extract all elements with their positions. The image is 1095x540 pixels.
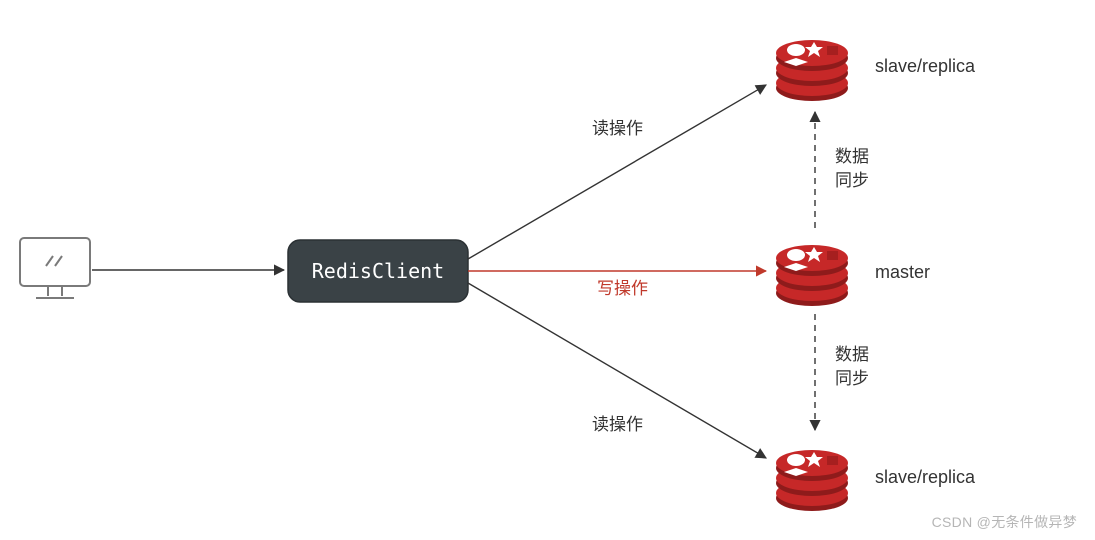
edge-label-sync1a: 数据 xyxy=(835,147,869,166)
redis-slave2-label: slave/replica xyxy=(875,467,976,487)
redis-slave1 xyxy=(776,40,848,101)
redis-client-box: RedisClient xyxy=(288,240,468,302)
edge-label-sync2a: 数据 xyxy=(835,345,869,364)
edge-label-sync2b: 同步 xyxy=(835,369,869,388)
redis-client-label: RedisClient xyxy=(312,259,444,283)
redis-master-label: master xyxy=(875,262,930,282)
redis-slave1-label: slave/replica xyxy=(875,56,976,76)
watermark-text: CSDN @无条件做异梦 xyxy=(932,512,1077,532)
edge-client-slave1 xyxy=(468,85,766,259)
redis-master xyxy=(776,245,848,306)
edge-label-sync1b: 同步 xyxy=(835,171,869,190)
edge-label-read2: 读操作 xyxy=(592,415,643,434)
edge-label-read1: 读操作 xyxy=(592,119,643,138)
monitor-icon xyxy=(20,238,90,298)
edge-label-write: 写操作 xyxy=(597,279,648,298)
diagram-canvas: RedisClient 读操作 写操作 读操作 数据 同步 数据 同步 slav… xyxy=(0,0,1095,540)
redis-slave2 xyxy=(776,450,848,511)
